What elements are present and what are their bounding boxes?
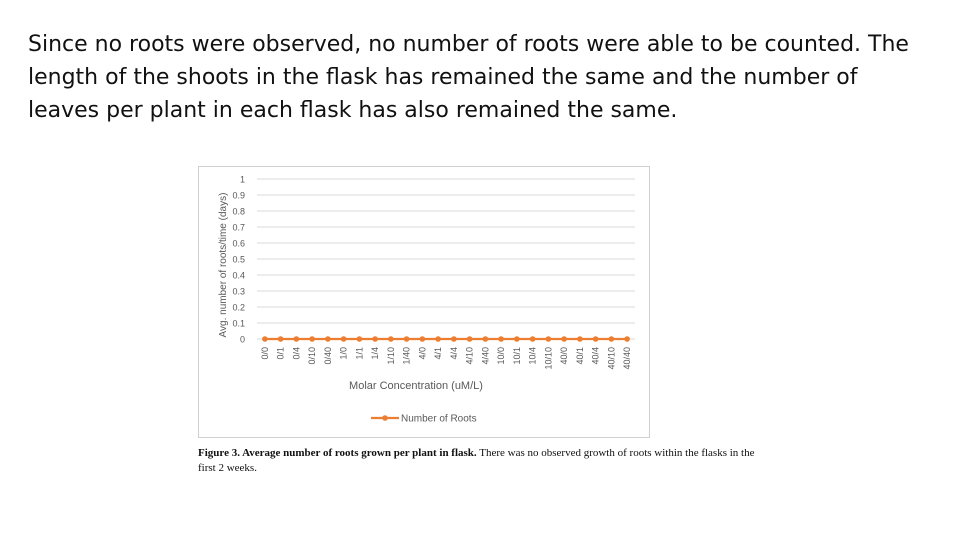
caption-title: Figure 3. Average number of roots grown …	[198, 447, 477, 459]
y-tick-label: 0.5	[232, 255, 245, 265]
x-tick-label: 4/0	[417, 347, 427, 360]
data-point	[608, 336, 615, 342]
y-tick-label: 0.7	[232, 223, 245, 233]
x-tick-label: 10/1	[512, 347, 522, 365]
data-point	[309, 336, 315, 342]
data-point	[577, 336, 583, 342]
y-tick-label: 0.8	[232, 207, 245, 217]
y-tick-label: 0.2	[232, 303, 245, 313]
data-point	[561, 336, 567, 342]
data-point	[624, 336, 630, 342]
legend-swatch-marker	[382, 415, 388, 421]
x-tick-label: 1/1	[354, 347, 364, 360]
y-tick-label: 0.6	[232, 239, 245, 249]
x-tick-label: 40/40	[622, 347, 632, 370]
data-point	[325, 336, 331, 342]
x-axis-label: Molar Concentration (uM/L)	[349, 380, 483, 392]
x-tick-label: 40/1	[575, 347, 585, 365]
data-point	[356, 336, 363, 342]
caption-text: There was no observed growth of roots wi…	[198, 447, 755, 474]
data-point	[514, 336, 520, 342]
x-tick-label: 1/0	[339, 347, 349, 360]
x-tick-label: 0/40	[323, 347, 333, 365]
data-point	[277, 336, 284, 342]
y-tick-label: 0.3	[232, 287, 245, 297]
data-point	[466, 336, 473, 342]
x-tick-label: 0/1	[276, 347, 286, 360]
data-point	[262, 336, 268, 342]
data-point	[372, 336, 378, 342]
x-tick-label: 40/10	[606, 347, 616, 370]
chart-figure: 0 0.1 0.2 0.3 0.4 0.5 0.6 0.7 0.8 0.9 1 0/0 0/1 0/4 0…	[198, 166, 650, 438]
roots-line-chart: 00.10.20.30.40.50.60.70.80.91 0/0 0/1 0/4 0…	[218, 175, 635, 425]
data-point	[340, 336, 347, 342]
y-axis-label: Avg. number of roots/time (days)	[218, 193, 229, 338]
y-tick-label: 0	[240, 335, 245, 345]
x-tick-label: 1/10	[386, 347, 396, 365]
data-point	[403, 336, 410, 342]
x-tick-labels: 0/0 0/1 0/4 0/10 0/40 1/0 1/1 1/4 1/10 1/40 4/0 4/1…	[260, 347, 632, 370]
y-tick-labels: 0 0.1 0.2 0.3 0.4 0.5 0.6 0.7 0.8 0.9 1	[232, 175, 245, 345]
x-tick-label: 10/10	[543, 347, 553, 370]
data-point	[482, 336, 489, 342]
x-tick-label: 10/4	[528, 347, 538, 365]
data-point	[545, 336, 552, 342]
data-point	[388, 336, 394, 342]
data-point	[529, 336, 536, 342]
y-tick-label: 0.9	[232, 191, 245, 201]
x-tick-label: 0/0	[260, 347, 270, 360]
data-point	[419, 336, 426, 342]
x-tick-label: 10/0	[496, 347, 506, 365]
x-tick-label: 4/4	[449, 347, 459, 360]
figure-caption: Figure 3. Average number of roots grown …	[198, 446, 768, 476]
x-tick-label: 4/40	[480, 347, 490, 365]
x-tick-label: 1/4	[370, 347, 380, 360]
data-point	[293, 336, 300, 342]
y-tick-label: 1	[240, 175, 245, 185]
x-tick-label: 40/4	[591, 347, 601, 365]
x-tick-label: 4/1	[433, 347, 443, 360]
gridlines	[257, 178, 635, 340]
data-point	[451, 336, 457, 342]
x-tick-label: 0/4	[291, 347, 301, 360]
x-tick-label: 4/10	[465, 347, 475, 365]
legend-label: Number of Roots	[401, 414, 477, 425]
y-tick-label: 0.4	[232, 271, 245, 281]
data-point	[498, 336, 504, 342]
x-tick-label: 1/40	[402, 347, 412, 365]
data-point	[592, 336, 599, 342]
y-tick-label: 0.1	[232, 319, 245, 329]
slide-body-text: Since no roots were observed, no number …	[28, 32, 909, 123]
legend: Number of Roots	[371, 414, 477, 425]
x-tick-label: 0/10	[307, 347, 317, 365]
data-point	[435, 336, 441, 342]
x-tick-label: 40/0	[559, 347, 569, 365]
series-number-of-roots	[262, 336, 630, 342]
